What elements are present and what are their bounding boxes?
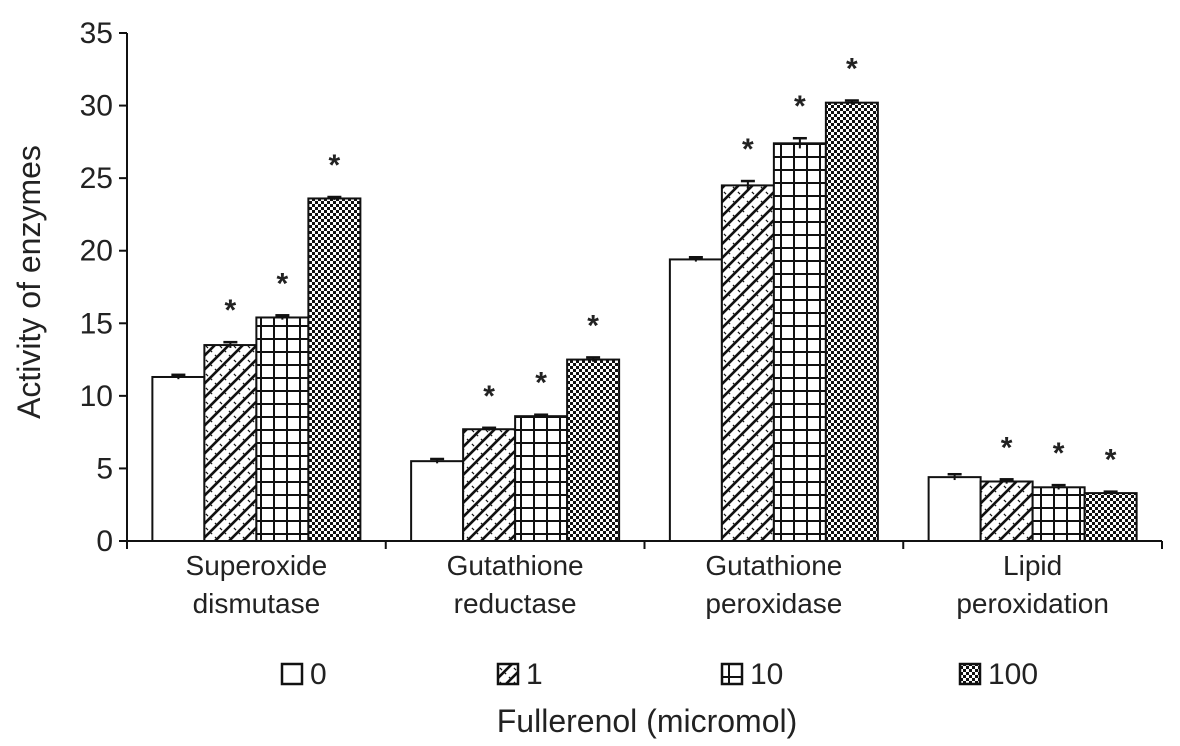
significance-marker: * <box>1053 437 1065 470</box>
y-axis-title-group: Activity of enzymes <box>11 145 47 419</box>
y-tick-label: 5 <box>96 452 113 485</box>
category-label: reductase <box>454 588 577 619</box>
x-axis-title: Fullerenol (micromol) <box>497 703 798 739</box>
bar <box>927 476 982 543</box>
significance-marker: * <box>742 133 754 166</box>
legend-label: 0 <box>310 658 327 691</box>
legend-swatch <box>280 662 304 686</box>
significance-marker: * <box>794 90 806 123</box>
bar <box>668 258 723 542</box>
bars: * * * * * * * * * * * * <box>151 52 1138 543</box>
legend: 0 1 10 100 <box>280 658 1038 691</box>
category-label: peroxidation <box>956 588 1109 619</box>
bar <box>514 415 569 543</box>
bar <box>410 460 465 542</box>
legend-swatch <box>720 662 744 686</box>
bar <box>1083 492 1138 542</box>
significance-marker: * <box>535 367 547 400</box>
bar <box>462 428 517 542</box>
y-tick-label: 10 <box>80 380 113 413</box>
category-label: Gutathione <box>705 550 842 581</box>
significance-marker: * <box>1105 444 1117 477</box>
significance-marker: * <box>483 380 495 413</box>
bar <box>824 101 879 542</box>
bar <box>772 142 827 543</box>
bar <box>720 184 775 542</box>
legend-label: 10 <box>750 658 783 691</box>
y-tick-label: 25 <box>80 162 113 195</box>
y-tick-label: 0 <box>96 525 113 558</box>
category-label: Superoxide <box>186 550 328 581</box>
y-tick-label: 30 <box>80 90 113 123</box>
significance-marker: * <box>225 294 237 327</box>
significance-marker: * <box>1001 431 1013 464</box>
legend-label: 1 <box>526 658 543 691</box>
bar <box>255 316 310 543</box>
bar <box>151 375 206 543</box>
legend-label: 100 <box>988 658 1038 691</box>
y-tick-label: 20 <box>80 235 113 268</box>
legend-swatch <box>958 662 982 686</box>
y-tick-label: 15 <box>80 307 113 340</box>
category-label: peroxidase <box>705 588 842 619</box>
category-labels: Superoxide dismutase Gutathione reductase Gu… <box>186 550 1109 619</box>
category-label: Lipid <box>1003 550 1062 581</box>
legend-swatch <box>496 662 520 686</box>
significance-marker: * <box>277 267 289 300</box>
y-tick-label: 35 <box>80 17 113 50</box>
bar <box>203 344 258 542</box>
significance-marker: * <box>587 309 599 342</box>
significance-marker: * <box>329 149 341 182</box>
category-label: Gutathione <box>447 550 584 581</box>
bar <box>1031 486 1086 543</box>
category-label: dismutase <box>193 588 321 619</box>
bar <box>307 197 362 542</box>
bar <box>566 358 621 543</box>
y-axis-title: Activity of enzymes <box>11 145 47 419</box>
axes: 0 5 10 15 20 25 30 35 <box>80 17 1163 558</box>
significance-marker: * <box>846 52 858 85</box>
bar <box>979 480 1034 542</box>
